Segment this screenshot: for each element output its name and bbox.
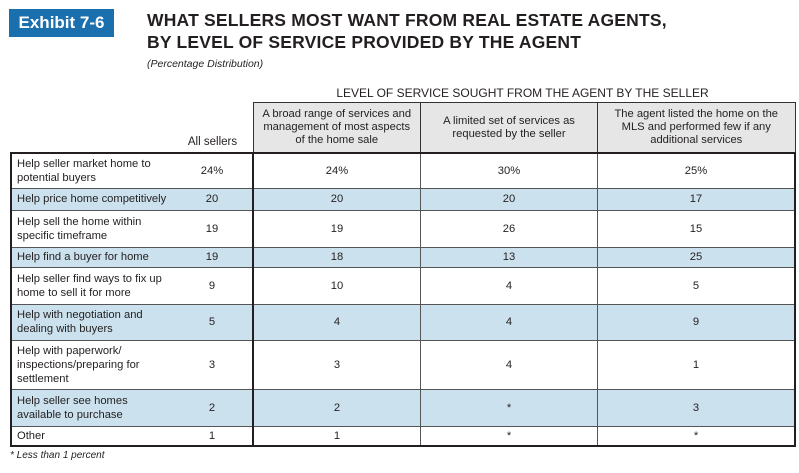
row-label: Help find a buyer for home [10, 246, 172, 267]
cell-value: * [420, 425, 598, 447]
cell-value: 3 [172, 339, 254, 389]
blank-header [11, 102, 253, 154]
cell-value: 3 [253, 339, 421, 389]
table-row: Help with negotiation and dealing with b… [10, 303, 796, 340]
col-header-broad: A broad range of services and management… [252, 102, 421, 154]
cell-value: 13 [420, 246, 598, 267]
exhibit-title: WHAT SELLERS MOST WANT FROM REAL ESTATE … [147, 9, 667, 53]
cell-value: 25% [597, 152, 796, 188]
cell-value: 2 [253, 388, 421, 426]
cell-value: 2 [172, 388, 254, 426]
cell-value: 4 [420, 266, 598, 304]
cell-value: 20 [420, 187, 598, 210]
cell-value: 5 [172, 303, 254, 340]
cell-value: 19 [172, 246, 254, 267]
table-row: Help seller find ways to fix up home to … [10, 266, 796, 304]
level-header: LEVEL OF SERVICE SOUGHT FROM THE AGENT B… [336, 86, 709, 100]
row-label: Other [10, 425, 172, 447]
footnote: * Less than 1 percent [10, 450, 105, 461]
cell-value: 4 [420, 339, 598, 389]
exhibit-badge: Exhibit 7-6 [9, 9, 114, 37]
table-row: Help seller see homes available to purch… [10, 388, 796, 426]
cell-value: * [420, 388, 598, 426]
row-label: Help with negotiation and dealing with b… [10, 303, 172, 340]
row-label: Help price home competitively [10, 187, 172, 210]
cell-value: * [597, 425, 796, 447]
cell-value: 9 [597, 303, 796, 340]
table-row: Other 1 1 * * [10, 425, 796, 447]
title-line-2: BY LEVEL OF SERVICE PROVIDED BY THE AGEN… [147, 32, 582, 52]
cell-value: 24% [253, 152, 421, 188]
table-row: Help seller market home to potential buy… [10, 152, 796, 188]
cell-value: 20 [172, 187, 254, 210]
cell-value: 20 [253, 187, 421, 210]
subtitle: (Percentage Distribution) [147, 58, 264, 70]
cell-value: 3 [597, 388, 796, 426]
table-row: Help price home competitively 20 20 20 17 [10, 187, 796, 210]
cell-value: 4 [420, 303, 598, 340]
cell-value: 18 [253, 246, 421, 267]
cell-value: 4 [253, 303, 421, 340]
cell-value: 1 [172, 425, 254, 447]
cell-value: 17 [597, 187, 796, 210]
col-header-mls: The agent listed the home on the MLS and… [597, 102, 796, 154]
row-label: Help with paperwork/ inspections/prepari… [10, 339, 172, 389]
cell-value: 24% [172, 152, 254, 188]
table-row: Help sell the home within specific timef… [10, 209, 796, 247]
cell-value: 15 [597, 209, 796, 247]
data-table: A broad range of services and management… [10, 102, 796, 447]
row-label: Help seller market home to potential buy… [10, 152, 172, 188]
table-row: Help find a buyer for home 19 18 13 25 [10, 246, 796, 267]
cell-value: 9 [172, 266, 254, 304]
cell-value: 30% [420, 152, 598, 188]
cell-value: 19 [253, 209, 421, 247]
cell-value: 1 [597, 339, 796, 389]
cell-value: 1 [253, 425, 421, 447]
col-header-limited: A limited set of services as requested b… [420, 102, 598, 154]
row-label: Help sell the home within specific timef… [10, 209, 172, 247]
cell-value: 25 [597, 246, 796, 267]
cell-value: 19 [172, 209, 254, 247]
cell-value: 5 [597, 266, 796, 304]
cell-value: 26 [420, 209, 598, 247]
title-line-1: WHAT SELLERS MOST WANT FROM REAL ESTATE … [147, 10, 667, 30]
table-row: Help with paperwork/ inspections/prepari… [10, 339, 796, 389]
row-label: Help seller find ways to fix up home to … [10, 266, 172, 304]
row-label: Help seller see homes available to purch… [10, 388, 172, 426]
cell-value: 10 [253, 266, 421, 304]
